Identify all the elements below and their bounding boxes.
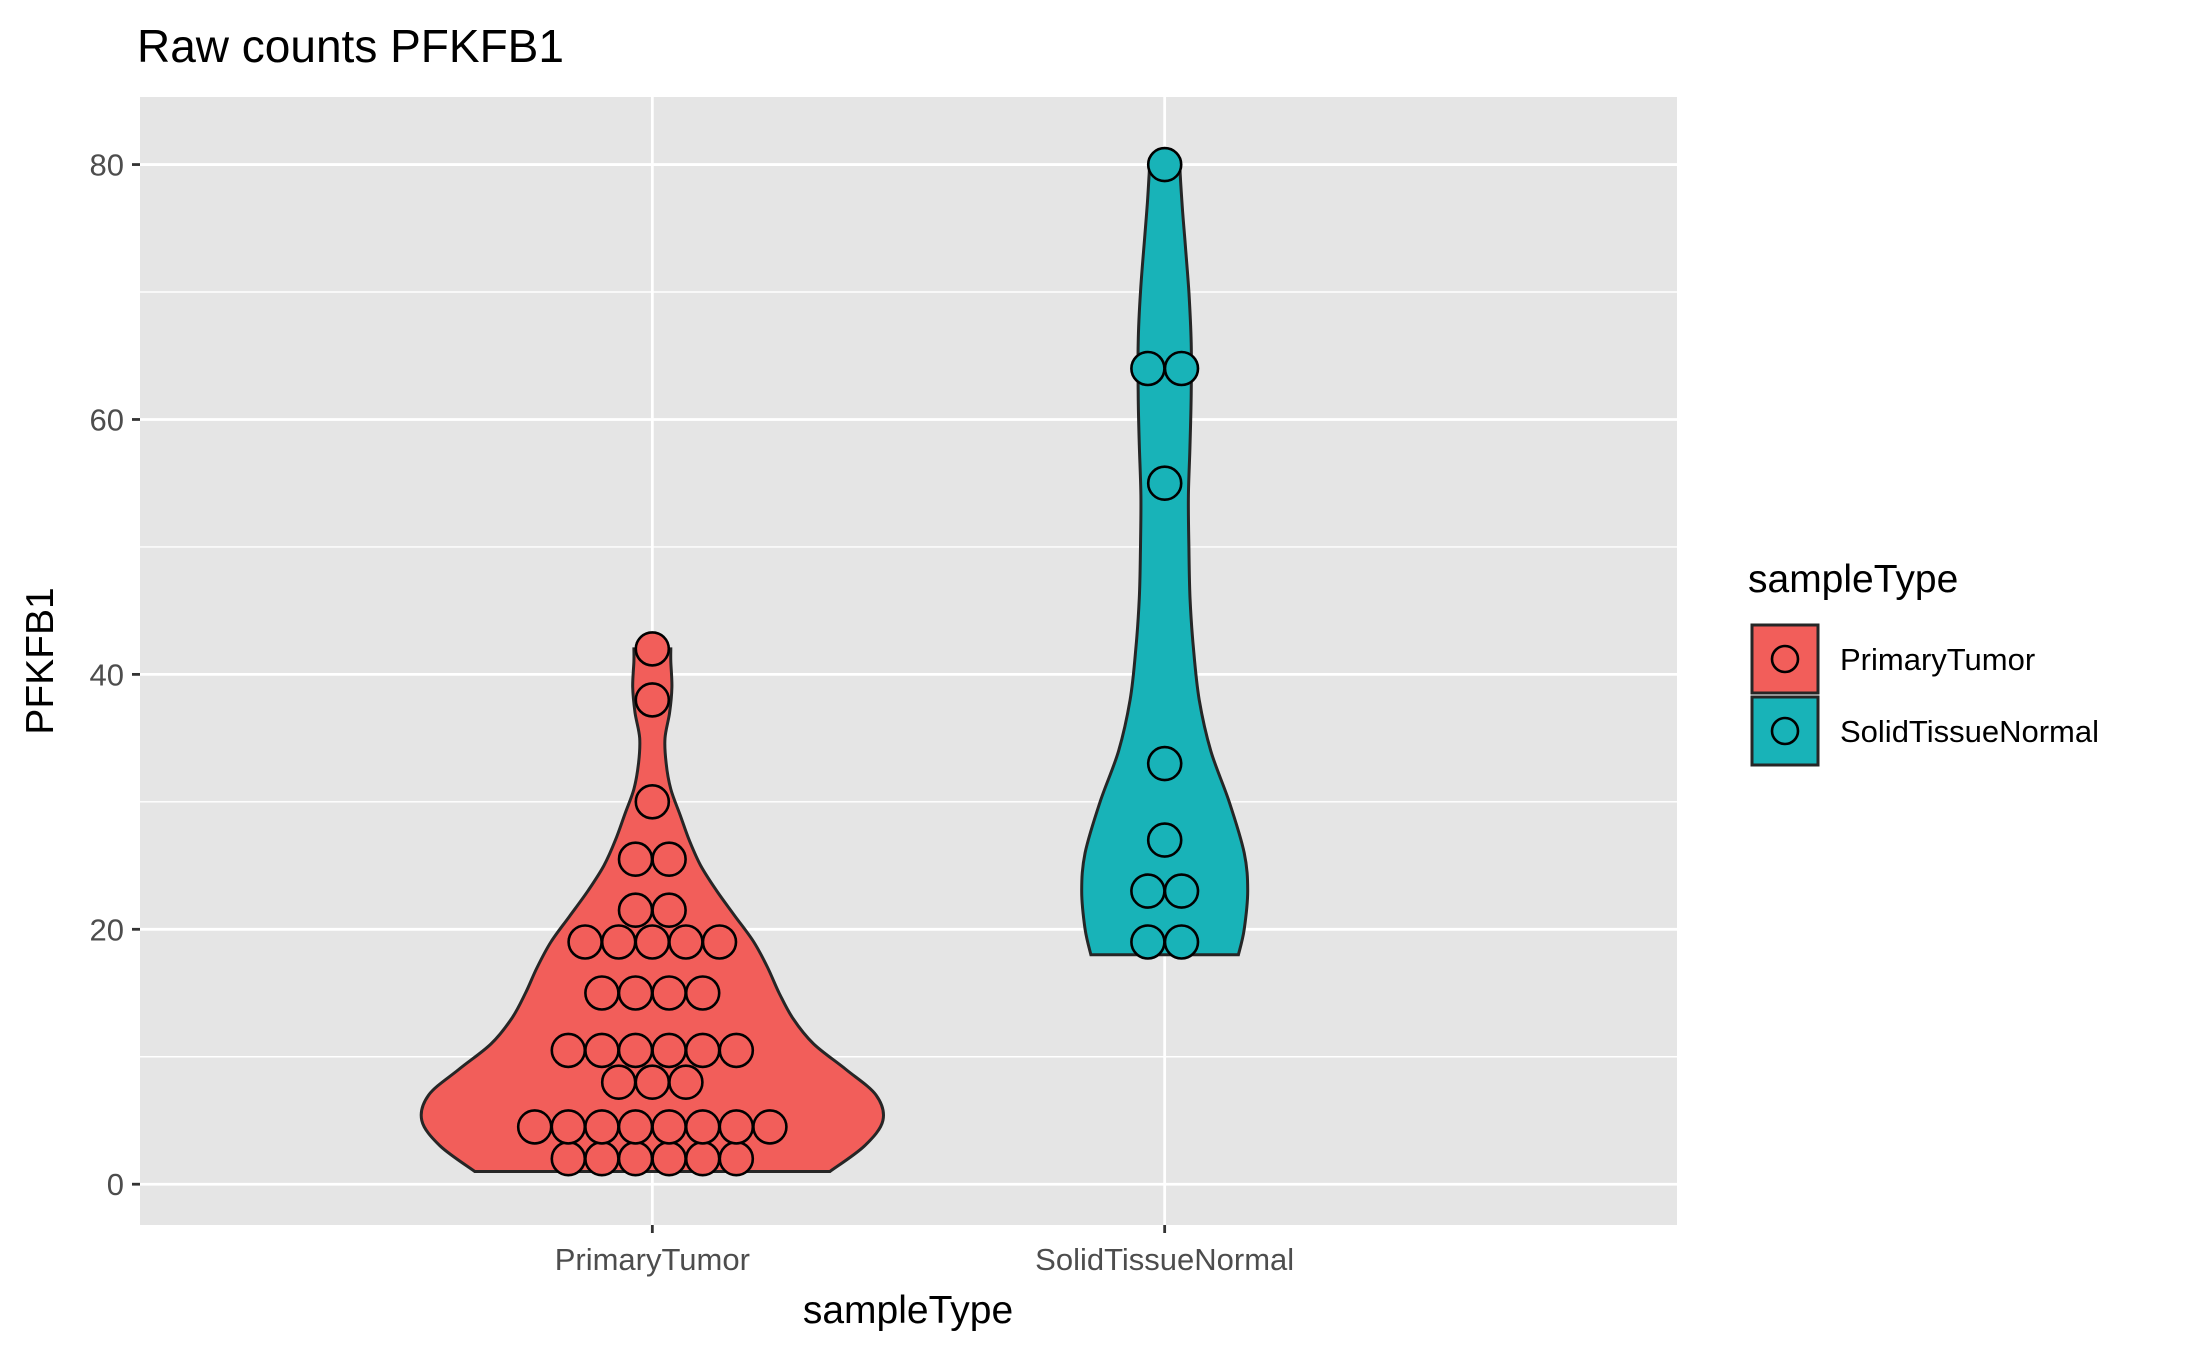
- data-point: [550, 1140, 587, 1177]
- data-point: [651, 1032, 687, 1069]
- data-point: [634, 783, 671, 820]
- data-point: [1130, 873, 1166, 909]
- data-point: [651, 1109, 687, 1145]
- legend-key-dot: [1770, 644, 1800, 674]
- data-point: [634, 631, 671, 667]
- data-point: [1163, 924, 1200, 960]
- data-point: [617, 1140, 654, 1177]
- data-point: [701, 924, 738, 960]
- x-tick-label: SolidTissueNormal: [1035, 1242, 1294, 1277]
- data-point: [617, 975, 654, 1011]
- data-point: [1163, 350, 1200, 387]
- data-point: [1146, 822, 1183, 858]
- data-point: [1130, 350, 1166, 387]
- data-point: [634, 682, 671, 718]
- data-point: [718, 1032, 755, 1069]
- data-point: [668, 924, 704, 960]
- data-point: [651, 975, 687, 1011]
- legend-label: PrimaryTumor: [1840, 642, 2035, 677]
- data-point: [1163, 873, 1200, 909]
- x-axis-title: sampleType: [803, 1289, 1013, 1332]
- data-point: [617, 1032, 654, 1069]
- y-tick-label: 0: [107, 1167, 124, 1202]
- data-point: [1146, 465, 1183, 502]
- data-point: [617, 892, 654, 929]
- data-point: [684, 1109, 721, 1145]
- data-point: [684, 975, 721, 1011]
- data-point: [718, 1109, 755, 1145]
- data-point: [600, 1064, 637, 1100]
- data-point: [550, 1109, 587, 1145]
- legend-label: SolidTissueNormal: [1840, 714, 2099, 749]
- y-tick-label: 80: [90, 148, 124, 183]
- data-point: [634, 1064, 671, 1100]
- data-point: [651, 1140, 687, 1177]
- data-point: [651, 892, 687, 929]
- plot-panel: [140, 97, 1677, 1225]
- data-point: [684, 1140, 721, 1177]
- data-point: [1130, 924, 1166, 960]
- grid-minor: [140, 291, 1677, 1058]
- y-tick-label: 40: [90, 657, 124, 692]
- data-point: [752, 1109, 788, 1145]
- data-point: [516, 1109, 553, 1145]
- data-point: [1146, 146, 1183, 183]
- data-point: [550, 1032, 587, 1069]
- legend: sampleType PrimaryTumor SolidTissueNormal: [1748, 558, 2099, 767]
- x-axis: PrimaryTumor SolidTissueNormal: [555, 1225, 1294, 1277]
- y-tick-label: 60: [90, 402, 124, 437]
- data-point: [651, 841, 687, 878]
- data-point: [617, 1109, 654, 1145]
- data-point: [684, 1032, 721, 1069]
- data-point: [668, 1064, 704, 1100]
- data-point: [617, 841, 654, 878]
- y-axis: 0 20 40 60 80: [90, 148, 140, 1202]
- data-point: [567, 924, 603, 960]
- legend-key: [1750, 695, 1820, 767]
- data-point: [600, 924, 637, 960]
- data-point: [584, 975, 620, 1011]
- data-point: [718, 1140, 755, 1177]
- data-point: [634, 924, 671, 960]
- data-point: [584, 1140, 620, 1177]
- legend-key-dot: [1770, 716, 1800, 746]
- data-point: [584, 1032, 620, 1069]
- dots: [516, 146, 1200, 1177]
- data-point: [1146, 745, 1183, 782]
- x-tick-label: PrimaryTumor: [555, 1242, 750, 1277]
- y-axis-title: PFKFB1: [19, 587, 62, 734]
- legend-title: sampleType: [1748, 558, 1958, 601]
- data-point: [584, 1109, 620, 1145]
- chart-title: Raw counts PFKFB1: [137, 20, 564, 72]
- y-tick-label: 20: [90, 912, 124, 947]
